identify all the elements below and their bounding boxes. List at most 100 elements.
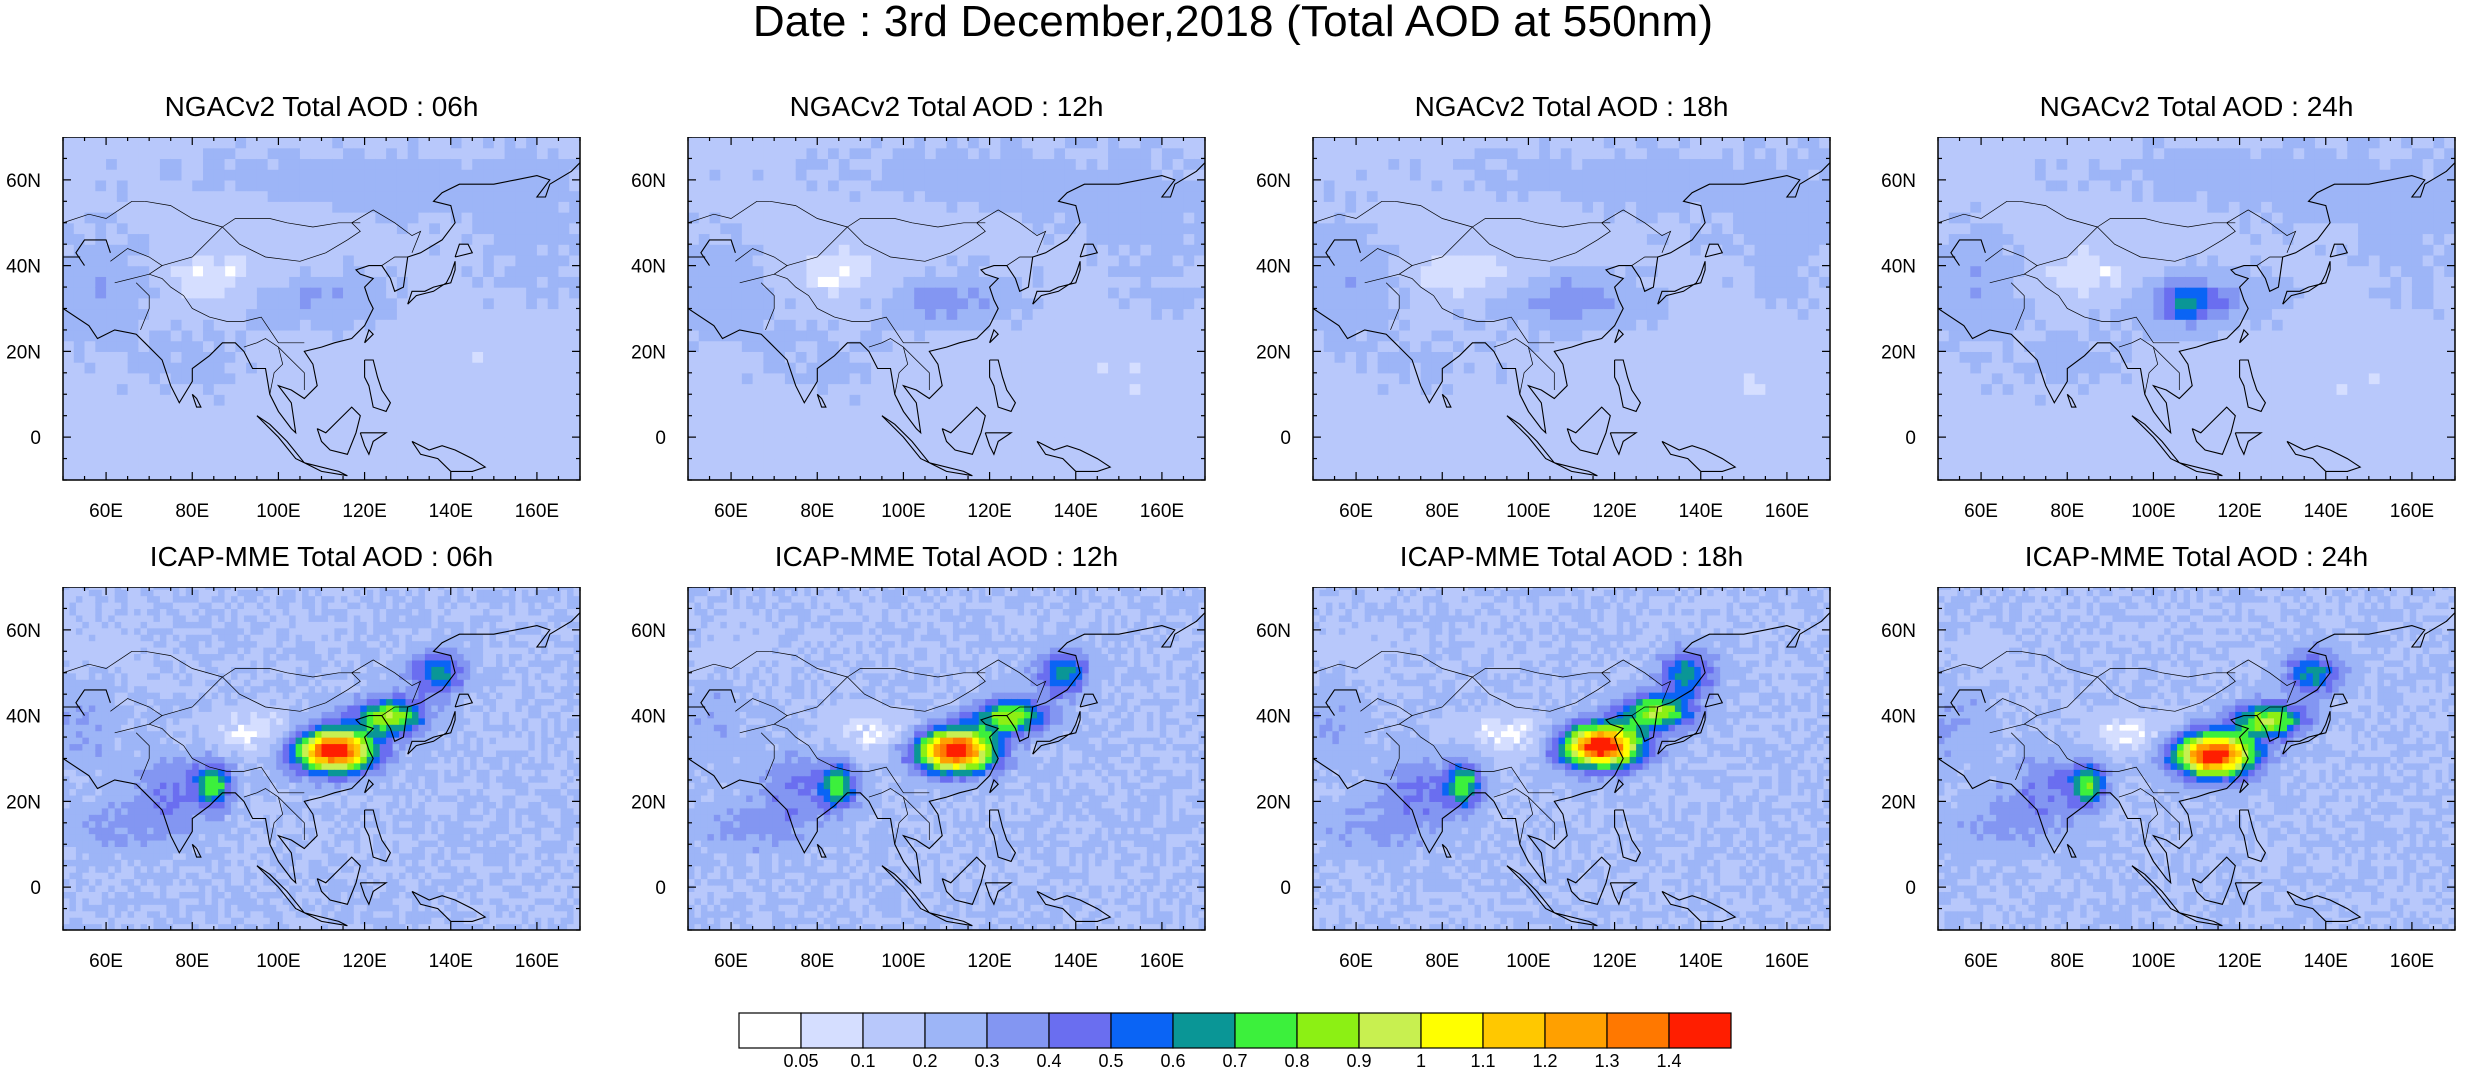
map-area: 60E 80E 100E 120E 140E 160E 0 20N 40N 60N xyxy=(6,587,581,972)
lon-tick-label: 100E xyxy=(256,951,300,972)
lon-tick-label: 120E xyxy=(2217,501,2261,522)
lon-tick-label: 120E xyxy=(1592,951,1636,972)
lon-tick-label: 80E xyxy=(1425,951,1459,972)
map-panel-icap-24h: 60E 80E 100E 120E 140E 160E 0 20N 40N 60N xyxy=(1881,587,2456,972)
lon-tick-label: 140E xyxy=(429,501,473,522)
lon-tick-label: 100E xyxy=(2131,951,2175,972)
lat-tick-label: 20N xyxy=(1256,342,1291,363)
lon-tick-label: 100E xyxy=(1506,951,1550,972)
lon-tick-label: 80E xyxy=(800,951,834,972)
panel-title: NGACv2 Total AOD : 12h xyxy=(667,91,1227,123)
lat-tick-label: 0 xyxy=(30,428,41,449)
map-panel-ngac-24h: 60E 80E 100E 120E 140E 160E 0 20N 40N 60N xyxy=(1881,137,2456,522)
lon-tick-label: 160E xyxy=(2390,501,2434,522)
colorbar-swatch xyxy=(986,1012,1050,1049)
colorbar-label: 1.1 xyxy=(1470,1051,1495,1071)
colorbar-label: 0.9 xyxy=(1346,1051,1371,1071)
lat-tick-label: 60N xyxy=(1256,171,1291,192)
lat-tick-label: 0 xyxy=(655,878,666,899)
colorbar-swatch xyxy=(862,1012,926,1049)
map-area: 60E 80E 100E 120E 140E 160E 0 20N 40N 60N xyxy=(631,137,1206,522)
lat-tick-label: 40N xyxy=(6,257,41,278)
colorbar-swatch xyxy=(1606,1012,1670,1049)
lon-tick-label: 140E xyxy=(2304,951,2348,972)
lon-tick-label: 160E xyxy=(1765,951,1809,972)
colorbar-swatch xyxy=(1172,1012,1236,1049)
lon-tick-label: 120E xyxy=(2217,951,2261,972)
lat-tick-label: 20N xyxy=(1256,792,1291,813)
map-panel-icap-12h: 60E 80E 100E 120E 140E 160E 0 20N 40N 60N xyxy=(631,587,1206,972)
map-area: 60E 80E 100E 120E 140E 160E 0 20N 40N 60N xyxy=(1881,587,2456,972)
lat-tick-label: 60N xyxy=(1256,621,1291,642)
colorbar-swatch xyxy=(1544,1012,1608,1049)
colorbar-label: 0.8 xyxy=(1284,1051,1309,1071)
lon-tick-label: 160E xyxy=(1140,951,1184,972)
lat-tick-label: 20N xyxy=(6,792,41,813)
coastlines xyxy=(1938,162,2455,480)
colorbar-swatch xyxy=(1420,1012,1484,1049)
lon-tick-label: 100E xyxy=(881,501,925,522)
coastlines xyxy=(1313,162,1830,480)
aod-field xyxy=(1313,137,1830,480)
lon-tick-label: 60E xyxy=(1964,951,1998,972)
coastlines xyxy=(688,162,1205,480)
lon-tick-label: 100E xyxy=(256,501,300,522)
lat-tick-label: 60N xyxy=(6,171,41,192)
lon-tick-label: 160E xyxy=(2390,951,2434,972)
aod-field xyxy=(688,137,1205,480)
colorbar-swatch xyxy=(800,1012,864,1049)
panel-title: ICAP-MME Total AOD : 24h xyxy=(1917,541,2466,573)
panel-title: ICAP-MME Total AOD : 12h xyxy=(667,541,1227,573)
colorbar-swatch xyxy=(1234,1012,1298,1049)
figure-title: Date : 3rd December,2018 (Total AOD at 5… xyxy=(0,0,2466,47)
coastlines xyxy=(1313,612,1830,930)
lat-tick-label: 0 xyxy=(30,878,41,899)
panel-title: NGACv2 Total AOD : 06h xyxy=(42,91,602,123)
lat-tick-label: 0 xyxy=(1280,428,1291,449)
lat-tick-label: 40N xyxy=(1881,257,1916,278)
aod-field xyxy=(63,137,580,480)
lon-tick-label: 160E xyxy=(515,501,559,522)
lon-tick-label: 120E xyxy=(967,501,1011,522)
lon-tick-label: 60E xyxy=(714,951,748,972)
colorbar-swatch xyxy=(1048,1012,1112,1049)
colorbar-label: 1.3 xyxy=(1594,1051,1619,1071)
lon-tick-label: 140E xyxy=(429,951,473,972)
colorbar-label: 1.4 xyxy=(1656,1051,1681,1071)
lat-tick-label: 60N xyxy=(631,621,666,642)
colorbar-swatch xyxy=(1668,1012,1732,1049)
lon-tick-label: 60E xyxy=(89,501,123,522)
colorbar-label: 0.3 xyxy=(974,1051,999,1071)
map-area: 60E 80E 100E 120E 140E 160E 0 20N 40N 60N xyxy=(1256,137,1831,522)
lon-tick-label: 80E xyxy=(800,501,834,522)
colorbar-swatch xyxy=(1482,1012,1546,1049)
lat-tick-label: 20N xyxy=(631,792,666,813)
lat-tick-label: 0 xyxy=(1905,428,1916,449)
panel-title: NGACv2 Total AOD : 18h xyxy=(1292,91,1852,123)
colorbar-label: 1.2 xyxy=(1532,1051,1557,1071)
map-panel-icap-18h: 60E 80E 100E 120E 140E 160E 0 20N 40N 60N xyxy=(1256,587,1831,972)
lon-tick-label: 120E xyxy=(342,951,386,972)
lat-tick-label: 40N xyxy=(6,707,41,728)
colorbar-swatch xyxy=(1358,1012,1422,1049)
lat-tick-label: 40N xyxy=(1256,707,1291,728)
lon-tick-label: 100E xyxy=(1506,501,1550,522)
lat-tick-label: 0 xyxy=(1280,878,1291,899)
lat-tick-label: 40N xyxy=(1256,257,1291,278)
lon-tick-label: 60E xyxy=(89,951,123,972)
map-panel-ngac-18h: 60E 80E 100E 120E 140E 160E 0 20N 40N 60N xyxy=(1256,137,1831,522)
lat-tick-label: 20N xyxy=(1881,342,1916,363)
lat-tick-label: 20N xyxy=(6,342,41,363)
lon-tick-label: 140E xyxy=(2304,501,2348,522)
aod-field xyxy=(1938,137,2455,480)
colorbar-label: 0.7 xyxy=(1222,1051,1247,1071)
lon-tick-label: 80E xyxy=(1425,501,1459,522)
lon-tick-label: 60E xyxy=(1964,501,1998,522)
lat-tick-label: 60N xyxy=(6,621,41,642)
map-area: 60E 80E 100E 120E 140E 160E 0 20N 40N 60N xyxy=(631,587,1206,972)
lon-tick-label: 140E xyxy=(1679,951,1723,972)
aod-field xyxy=(688,587,1205,930)
lat-tick-label: 20N xyxy=(1881,792,1916,813)
lat-tick-label: 20N xyxy=(631,342,666,363)
aod-field xyxy=(1938,587,2455,930)
